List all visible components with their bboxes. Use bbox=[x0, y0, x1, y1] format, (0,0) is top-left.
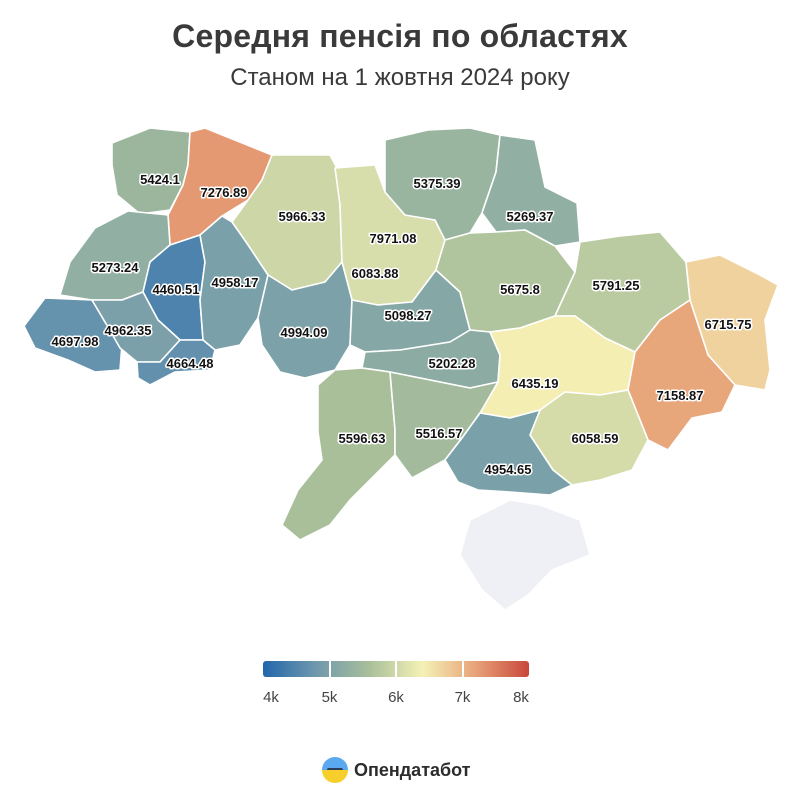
region-value-label: 5202.28 bbox=[429, 356, 476, 371]
map-title: Середня пенсія по областях bbox=[172, 18, 628, 54]
region-value-label: 5516.57 bbox=[416, 426, 463, 441]
regions-layer bbox=[23, 127, 779, 611]
brand-footer: Опендатабот bbox=[322, 755, 471, 785]
map-subtitle: Станом на 1 жовтня 2024 року bbox=[230, 64, 570, 91]
region-value-label: 6435.19 bbox=[512, 376, 559, 391]
brand-name: Опендатабот bbox=[354, 759, 471, 780]
region-value-label: 7158.87 bbox=[657, 388, 704, 403]
region-value-label: 5424.1 bbox=[140, 172, 180, 187]
region-value-label: 4958.17 bbox=[212, 275, 259, 290]
legend-label: 7k bbox=[454, 689, 471, 706]
region-value-label: 4962.35 bbox=[105, 323, 152, 338]
region-chernihiv bbox=[384, 127, 501, 241]
labels-layer: 5424.1 7276.89 5966.33 7971.08 6083.88 5375.3… bbox=[50, 171, 753, 479]
legend-label: 6k bbox=[388, 689, 404, 706]
legend-label: 5k bbox=[321, 689, 338, 706]
brand-logo-icon bbox=[322, 757, 348, 783]
region-value-label: 6058.59 bbox=[572, 431, 619, 446]
region-value-label: 5966.33 bbox=[279, 209, 326, 224]
legend-tick bbox=[328, 661, 331, 677]
legend-label: 8k bbox=[513, 689, 529, 706]
region-value-label: 7971.08 bbox=[370, 231, 417, 246]
legend-label: 4k bbox=[263, 689, 279, 706]
region-vinnytsia bbox=[257, 261, 353, 379]
region-value-label: 5596.63 bbox=[339, 431, 386, 446]
region-chernivtsi bbox=[136, 339, 216, 386]
region-value-label: 4994.09 bbox=[281, 325, 328, 340]
region-value-label: 6083.88 bbox=[352, 266, 399, 281]
region-value-label: 4697.98 bbox=[52, 334, 99, 349]
region-value-label: 5675.8 bbox=[500, 282, 540, 297]
region-value-label: 5273.24 bbox=[92, 260, 140, 275]
color-legend: 4k 5k 6k 7k 8k bbox=[263, 661, 529, 706]
region-kherson bbox=[444, 409, 573, 496]
region-value-label: 4664.48 bbox=[167, 356, 214, 371]
region-value-label: 4954.65 bbox=[485, 462, 532, 477]
region-value-label: 6715.75 bbox=[705, 317, 752, 332]
region-value-label: 5791.25 bbox=[593, 278, 640, 293]
region-odesa bbox=[281, 367, 396, 541]
region-value-label: 5098.27 bbox=[385, 308, 432, 323]
region-crimea bbox=[459, 499, 591, 611]
region-value-label: 5269.37 bbox=[507, 209, 554, 224]
legend-tick bbox=[461, 661, 464, 677]
region-khmelnytskyi bbox=[199, 215, 269, 351]
region-value-label: 7276.89 bbox=[201, 185, 248, 200]
region-value-label: 4460.51 bbox=[153, 282, 200, 297]
region-value-label: 5375.39 bbox=[414, 176, 461, 191]
legend-tick bbox=[395, 661, 397, 677]
